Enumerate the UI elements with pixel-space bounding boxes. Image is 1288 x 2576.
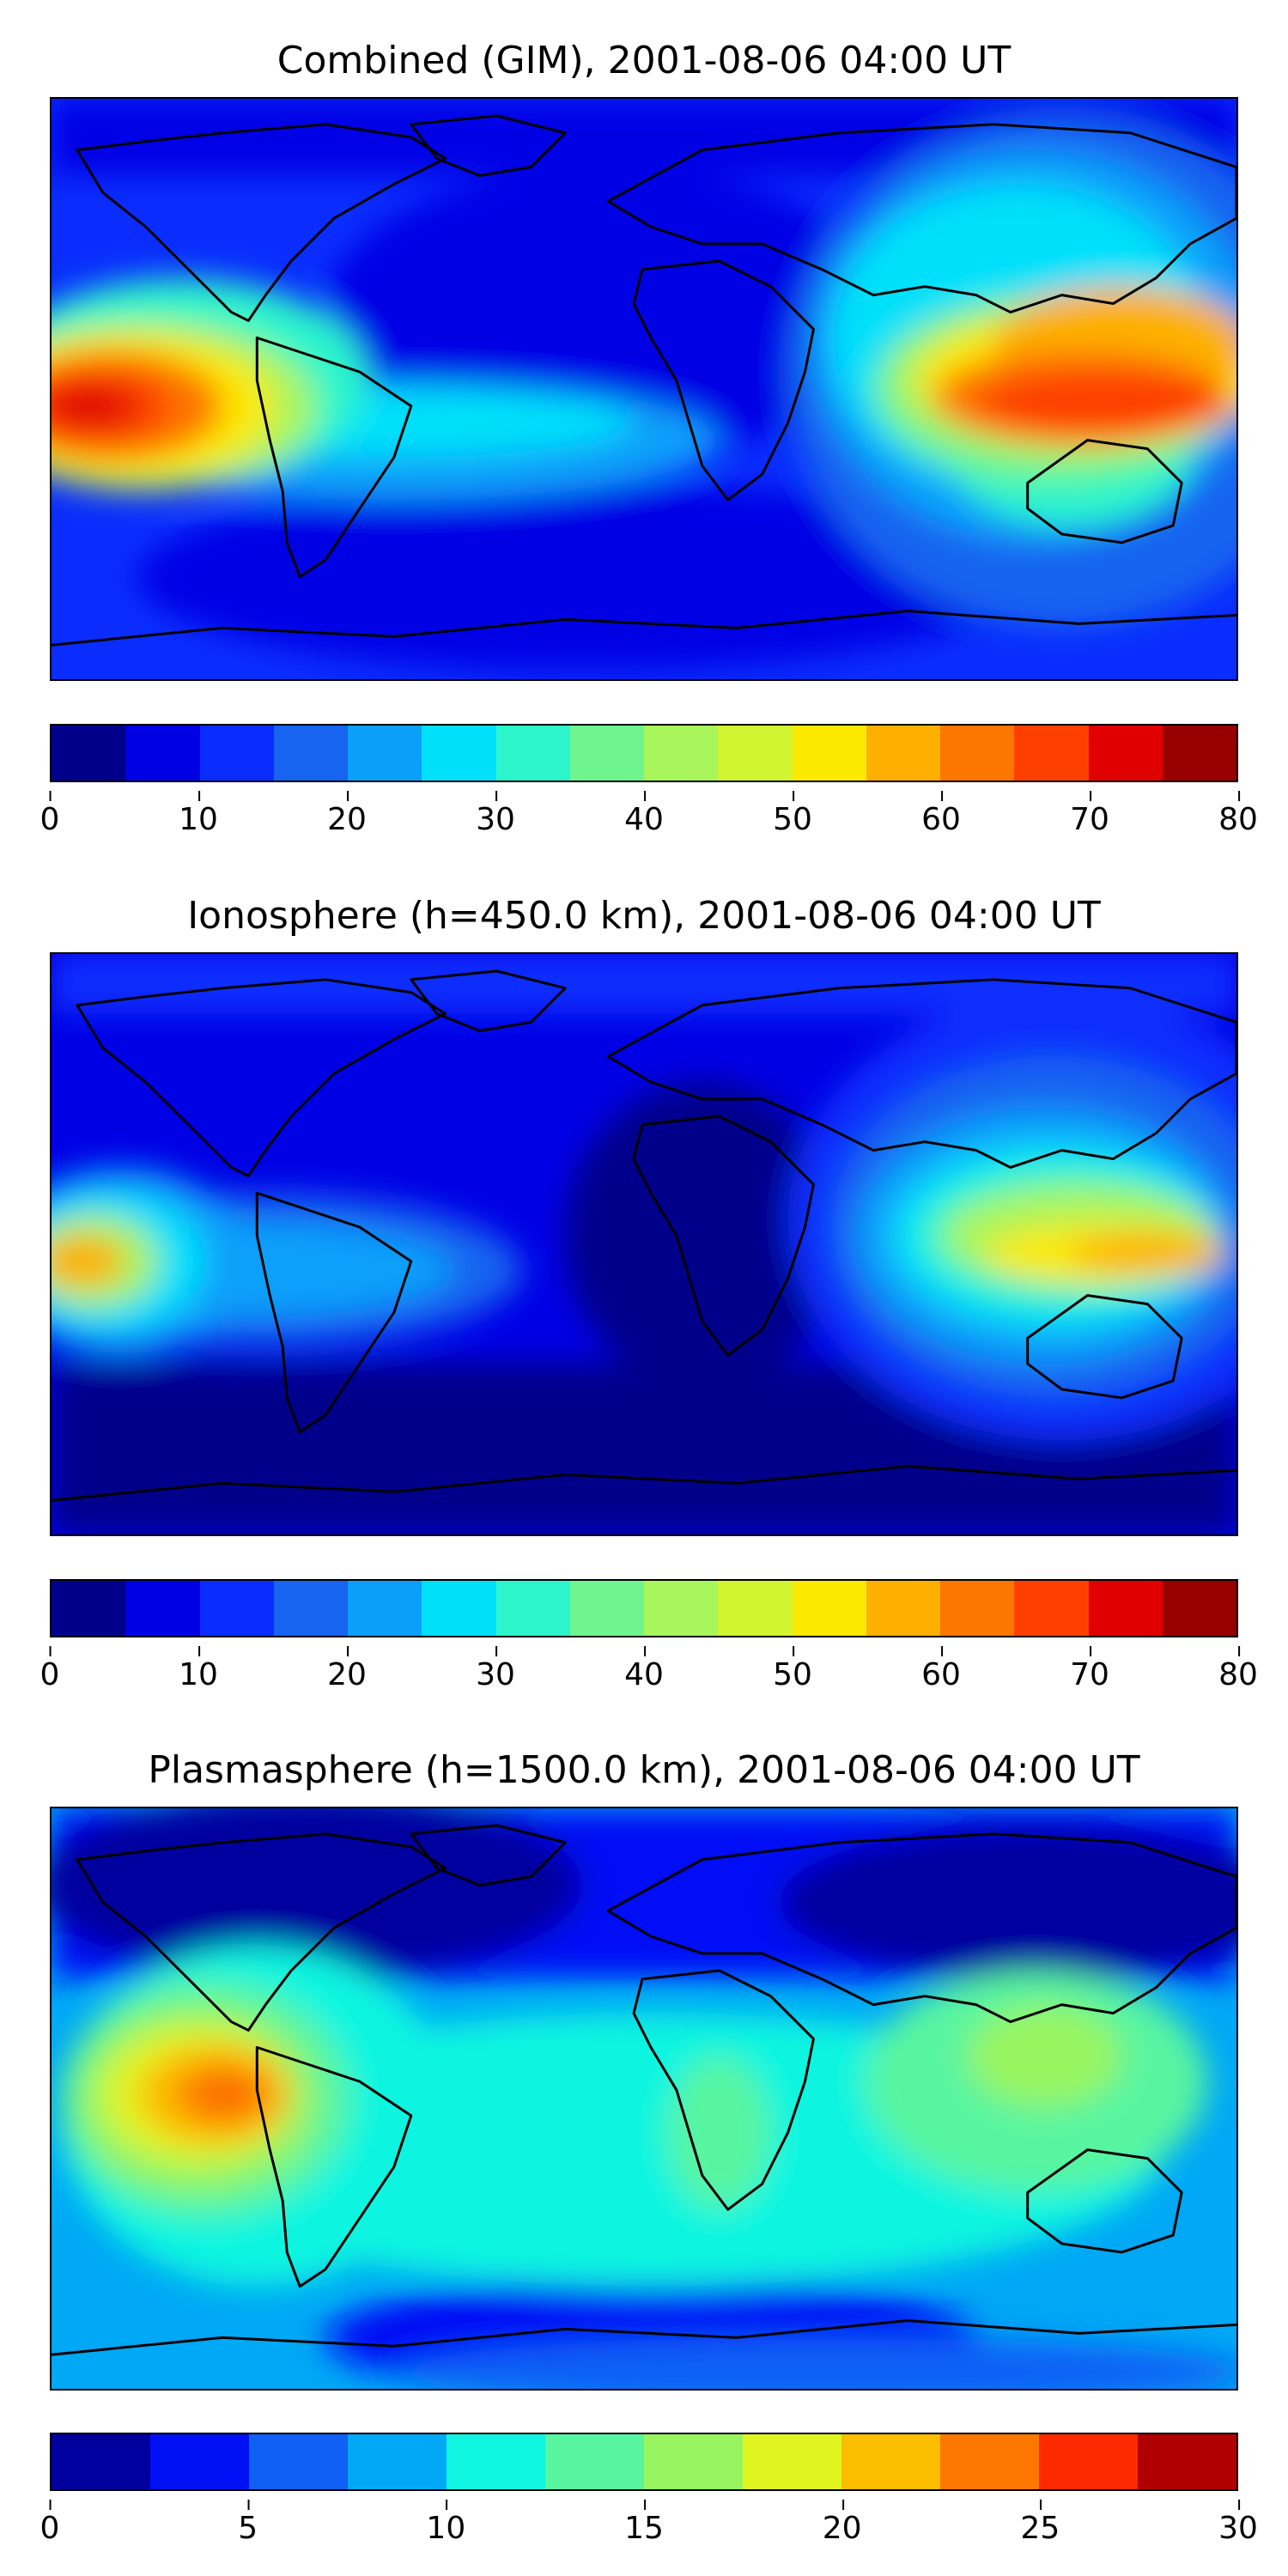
- colorbar-segment: [495, 726, 570, 781]
- colorbar-tick-label: 10: [179, 1646, 218, 1692]
- colorbar-segment: [125, 1581, 200, 1636]
- colorbar-segment: [743, 2434, 841, 2489]
- colorbar-segment: [569, 1581, 644, 1636]
- colorbar-tick-label: 15: [624, 2500, 664, 2546]
- colorbar-tick-label: 70: [1070, 791, 1109, 837]
- map-combined: [50, 97, 1238, 681]
- colorbar-segment: [1039, 2434, 1138, 2489]
- colorbar-segment: [1138, 2434, 1236, 2489]
- colorbar-segment: [644, 1581, 719, 1636]
- colorbar-tick-label: 25: [1020, 2500, 1060, 2546]
- colorbar-segment: [644, 726, 719, 781]
- colorbar-segment: [792, 1581, 866, 1636]
- colorbar-tick-label: 20: [327, 791, 367, 837]
- coastline-outlines: [52, 1824, 1236, 2356]
- colorbar-segment: [940, 726, 1015, 781]
- colorbar-tick-label: 50: [773, 791, 812, 837]
- colorbar-segment: [348, 2434, 447, 2489]
- colorbar-segment: [52, 1581, 126, 1636]
- colorbar-ticks-combined: 0 10 20 30 40 50 60 70 80: [40, 791, 1258, 854]
- colorbar-segment: [1014, 1581, 1089, 1636]
- colorbar-tick-label: 5: [238, 2500, 258, 2546]
- colorbar-segment: [150, 2434, 249, 2489]
- colorbar-ionosphere: [50, 1579, 1238, 1637]
- colorbar-tick-label: 60: [921, 791, 961, 837]
- colorbar-segment: [52, 726, 126, 781]
- colorbar-segment: [545, 2434, 644, 2489]
- colorbar-segment: [199, 726, 274, 781]
- colorbar-segment: [273, 726, 348, 781]
- panel-title-ionosphere: Ionosphere (h=450.0 km), 2001-08-06 04:0…: [187, 894, 1101, 938]
- colorbar-tick-label: 10: [426, 2500, 466, 2546]
- colorbar-tick-label: 50: [773, 1646, 812, 1692]
- colorbar-plasmasphere: [50, 2433, 1238, 2491]
- colorbar-segment: [718, 1581, 793, 1636]
- colorbar-segment: [495, 1581, 570, 1636]
- colorbar-tick-label: 70: [1070, 1646, 1109, 1692]
- colorbar-segment: [866, 1581, 940, 1636]
- colorbar-tick-label: 60: [921, 1646, 961, 1692]
- colorbar-segment: [718, 726, 793, 781]
- colorbar-segment: [249, 2434, 348, 2489]
- colorbar-tick-label: 20: [822, 2500, 862, 2546]
- colorbar-tick-label: 0: [39, 791, 60, 837]
- colorbar-tick-label: 30: [1218, 2500, 1258, 2546]
- colorbar-segment: [52, 2434, 150, 2489]
- colorbar-segment: [866, 726, 940, 781]
- colorbar-segment: [273, 1581, 348, 1636]
- colorbar-segment: [422, 1581, 496, 1636]
- colorbar-segment: [569, 726, 644, 781]
- colorbar-segment: [348, 1581, 422, 1636]
- colorbar-segment: [199, 1581, 274, 1636]
- colorbar-segment: [125, 726, 200, 781]
- colorbar-segment: [1162, 726, 1236, 781]
- colorbar-tick-label: 10: [179, 791, 218, 837]
- colorbar-combined: [50, 724, 1238, 782]
- colorbar-tick-label: 80: [1218, 791, 1258, 837]
- colorbar-segment: [348, 726, 422, 781]
- colorbar-tick-label: 30: [476, 791, 515, 837]
- panel-title-combined: Combined (GIM), 2001-08-06 04:00 UT: [276, 39, 1012, 82]
- colorbar-segment: [447, 2434, 545, 2489]
- colorbar-segment: [1014, 726, 1089, 781]
- map-plasmasphere: [50, 1807, 1238, 2391]
- colorbar-segment: [940, 1581, 1015, 1636]
- colorbar-segment: [792, 726, 866, 781]
- colorbar-segment: [1088, 1581, 1163, 1636]
- panel-title-plasmasphere: Plasmasphere (h=1500.0 km), 2001-08-06 0…: [148, 1748, 1140, 1792]
- colorbar-segment: [422, 726, 496, 781]
- map-ionosphere: [50, 952, 1238, 1536]
- colorbar-tick-label: 40: [624, 1646, 664, 1692]
- colorbar-tick-label: 0: [39, 1646, 60, 1692]
- colorbar-ticks-plasmasphere: 0 5 10 15 20 25 30: [40, 2500, 1258, 2563]
- coastline-outlines: [52, 969, 1236, 1502]
- colorbar-segment: [644, 2434, 743, 2489]
- colorbar-tick-label: 30: [476, 1646, 515, 1692]
- colorbar-tick-label: 20: [327, 1646, 367, 1692]
- colorbar-ticks-ionosphere: 0 10 20 30 40 50 60 70 80: [40, 1646, 1258, 1710]
- colorbar-tick-label: 80: [1218, 1646, 1258, 1692]
- colorbar-tick-label: 40: [624, 791, 664, 837]
- colorbar-segment: [841, 2434, 940, 2489]
- colorbar-segment: [1088, 726, 1163, 781]
- colorbar-tick-label: 0: [39, 2500, 60, 2546]
- coastline-outlines: [52, 114, 1236, 647]
- colorbar-segment: [940, 2434, 1039, 2489]
- colorbar-segment: [1162, 1581, 1236, 1636]
